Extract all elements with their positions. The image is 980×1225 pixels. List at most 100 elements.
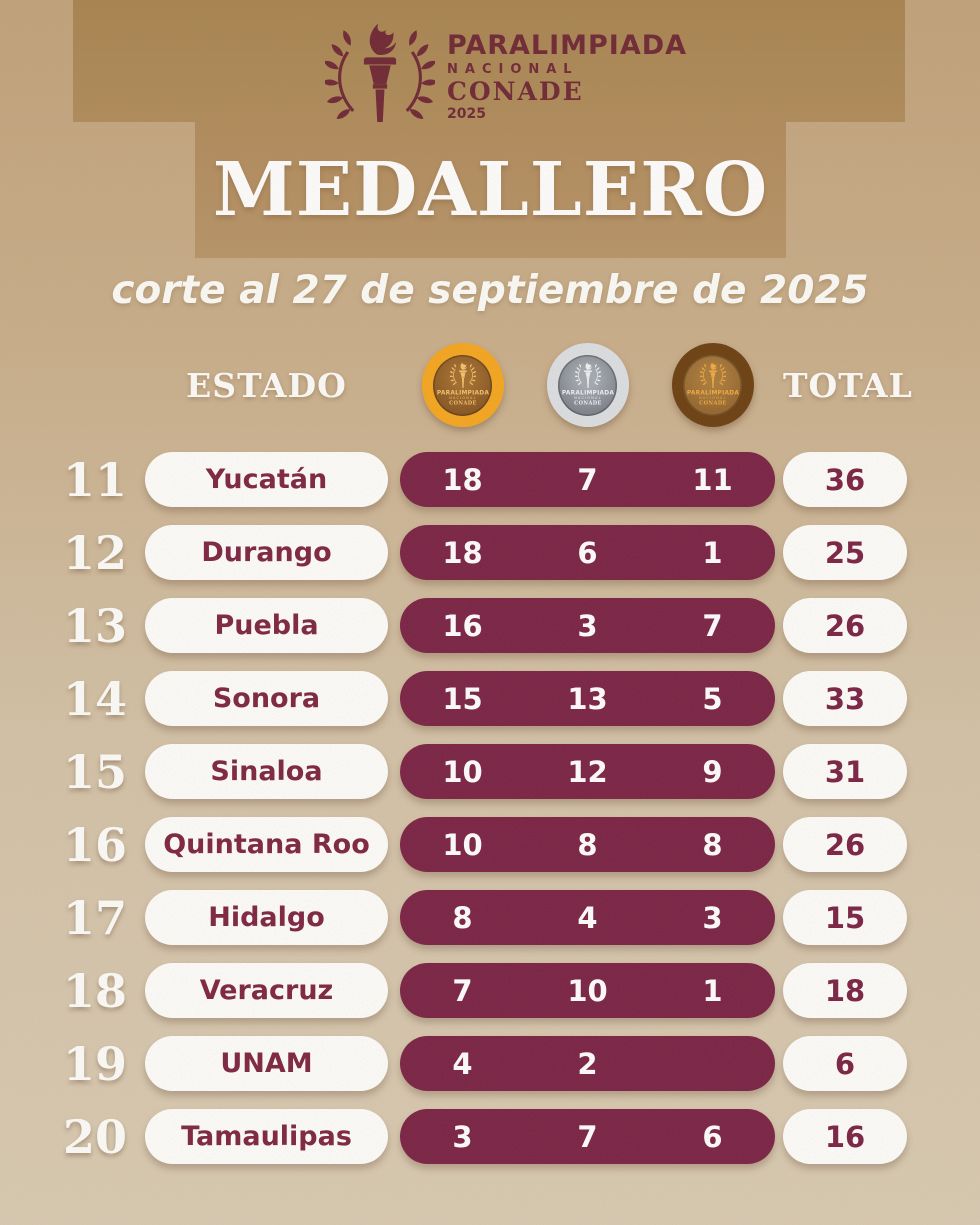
- state-pill: Tamaulipas: [145, 1109, 388, 1164]
- logo-organization: CONADE: [447, 77, 584, 106]
- total-pill: 15: [783, 890, 907, 945]
- gold-medal-icon: PARALIMPIADA NACIONAL CONADE: [421, 343, 504, 427]
- silver-count: 7: [577, 1119, 598, 1154]
- total-pill: 26: [783, 598, 907, 653]
- bronze-medal-icon: PARALIMPIADA NACIONAL CONADE: [671, 343, 754, 427]
- rank-label: 18: [62, 964, 127, 1018]
- total-pill: 6: [783, 1036, 907, 1091]
- total-pill: 33: [783, 671, 907, 726]
- estado-column-header: ESTADO: [186, 366, 347, 405]
- state-name: Tamaulipas: [181, 1121, 352, 1152]
- total-pill: 16: [783, 1109, 907, 1164]
- total-count: 31: [824, 754, 866, 789]
- gold-count: 4: [452, 1046, 473, 1081]
- torch-laurel-icon: [700, 361, 726, 389]
- table-row: 15 Sinaloa 10 12 9 31: [0, 744, 980, 817]
- medal-micro-text: PARALIMPIADA NACIONAL CONADE: [436, 389, 489, 406]
- silver-count: 3: [577, 608, 598, 643]
- subtitle-cutoff-date: corte al 27 de septiembre de 2025: [111, 268, 869, 313]
- medal-counts-pill: 10 8 8: [400, 817, 775, 872]
- title-panel: MEDALLERO: [195, 122, 786, 258]
- rank-label: 11: [62, 453, 127, 507]
- medal-face: PARALIMPIADA NACIONAL CONADE: [433, 354, 492, 416]
- medal-counts-pill: 7 10 1: [400, 963, 775, 1018]
- table-row: 17 Hidalgo 8 4 3 15: [0, 890, 980, 963]
- gold-count: 18: [442, 535, 483, 570]
- medal-icons: PARALIMPIADA NACIONAL CONADE PARALIMPIAD…: [400, 343, 775, 427]
- event-logo: PARALIMPIADA NACIONAL CONADE 2025: [325, 18, 687, 136]
- medal-table-rows: 11 Yucatán 18 7 11 36 12 Durango 18 6 1 …: [0, 452, 980, 1182]
- bronze-count: 1: [702, 973, 723, 1008]
- total-count: 16: [824, 1119, 866, 1154]
- state-pill: Sinaloa: [145, 744, 388, 799]
- gold-count: 16: [442, 608, 483, 643]
- gold-count: 8: [452, 900, 473, 935]
- logo-event-scope: NACIONAL: [447, 62, 579, 77]
- silver-count: 10: [567, 973, 608, 1008]
- medal-counts-pill: 3 7 6: [400, 1109, 775, 1164]
- gold-count: 3: [452, 1119, 473, 1154]
- state-pill: Hidalgo: [145, 890, 388, 945]
- silver-count: 6: [577, 535, 598, 570]
- total-count: 26: [824, 608, 866, 643]
- total-count: 36: [824, 462, 866, 497]
- state-name: Hidalgo: [208, 902, 325, 933]
- state-pill: Yucatán: [145, 452, 388, 507]
- state-name: Veracruz: [199, 975, 334, 1006]
- total-count: 6: [834, 1046, 856, 1081]
- medal-face: PARALIMPIADA NACIONAL CONADE: [558, 354, 617, 416]
- gold-count: 15: [442, 681, 483, 716]
- state-name: Sinaloa: [210, 756, 323, 787]
- state-name: Yucatán: [205, 464, 328, 495]
- state-pill: Quintana Roo: [145, 817, 388, 872]
- medal-counts-pill: 16 3 7: [400, 598, 775, 653]
- state-pill: Veracruz: [145, 963, 388, 1018]
- medal-micro-text: PARALIMPIADA NACIONAL CONADE: [561, 389, 614, 406]
- rank-label: 17: [62, 891, 127, 945]
- rank-label: 13: [62, 599, 127, 653]
- state-pill: Puebla: [145, 598, 388, 653]
- rank-label: 12: [62, 526, 127, 580]
- gold-count: 7: [452, 973, 473, 1008]
- table-row: 20 Tamaulipas 3 7 6 16: [0, 1109, 980, 1182]
- total-count: 25: [824, 535, 866, 570]
- silver-count: 8: [577, 827, 598, 862]
- gold-count: 10: [442, 827, 483, 862]
- total-pill: 25: [783, 525, 907, 580]
- silver-medal-icon: PARALIMPIADA NACIONAL CONADE: [546, 343, 629, 427]
- rank-label: 16: [62, 818, 127, 872]
- total-count: 33: [824, 681, 866, 716]
- state-pill: UNAM: [145, 1036, 388, 1091]
- total-pill: 18: [783, 963, 907, 1018]
- bronze-count: 8: [702, 827, 723, 862]
- page-title: MEDALLERO: [212, 147, 769, 233]
- total-pill: 26: [783, 817, 907, 872]
- total-pill: 31: [783, 744, 907, 799]
- medal-counts-pill: 15 13 5: [400, 671, 775, 726]
- table-row: 18 Veracruz 7 10 1 18: [0, 963, 980, 1036]
- medal-micro-text: PARALIMPIADA NACIONAL CONADE: [686, 389, 739, 406]
- bronze-count: 9: [702, 754, 723, 789]
- total-column-header: TOTAL: [783, 366, 913, 405]
- state-name: Quintana Roo: [163, 829, 370, 860]
- total-count: 18: [824, 973, 866, 1008]
- gold-count: 18: [442, 462, 483, 497]
- silver-count: 4: [577, 900, 598, 935]
- table-row: 16 Quintana Roo 10 8 8 26: [0, 817, 980, 890]
- rank-label: 20: [62, 1110, 127, 1164]
- table-row: 11 Yucatán 18 7 11 36: [0, 452, 980, 525]
- silver-count: 13: [567, 681, 608, 716]
- rank-label: 15: [62, 745, 127, 799]
- torch-laurel-icon: [450, 361, 476, 389]
- state-pill: Durango: [145, 525, 388, 580]
- gold-count: 10: [442, 754, 483, 789]
- state-name: Sonora: [212, 683, 321, 714]
- state-name: UNAM: [220, 1048, 313, 1079]
- torch-laurel-icon: [575, 361, 601, 389]
- bronze-count: 11: [692, 462, 733, 497]
- state-name: Puebla: [214, 610, 319, 641]
- medal-counts-pill: 18 6 1: [400, 525, 775, 580]
- total-pill: 36: [783, 452, 907, 507]
- medal-counts-pill: 4 2: [400, 1036, 775, 1091]
